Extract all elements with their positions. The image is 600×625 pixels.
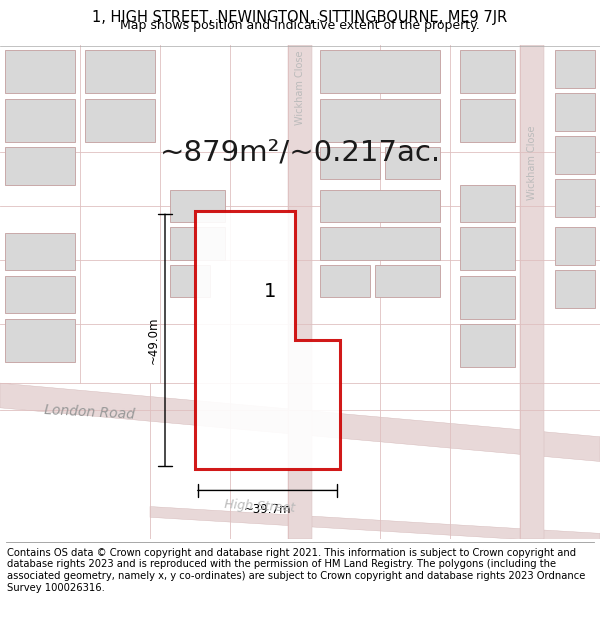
Text: 1, HIGH STREET, NEWINGTON, SITTINGBOURNE, ME9 7JR: 1, HIGH STREET, NEWINGTON, SITTINGBOURNE… bbox=[92, 10, 508, 25]
Text: Map shows position and indicative extent of the property.: Map shows position and indicative extent… bbox=[120, 19, 480, 32]
Text: Wickham Close: Wickham Close bbox=[295, 51, 305, 125]
Polygon shape bbox=[520, 45, 544, 539]
Polygon shape bbox=[150, 506, 600, 544]
Polygon shape bbox=[460, 51, 515, 93]
Polygon shape bbox=[460, 276, 515, 319]
Polygon shape bbox=[288, 45, 312, 539]
Text: Wickham Close: Wickham Close bbox=[527, 126, 537, 201]
Polygon shape bbox=[555, 51, 595, 88]
Polygon shape bbox=[555, 93, 595, 131]
Polygon shape bbox=[555, 179, 595, 217]
Polygon shape bbox=[5, 276, 75, 313]
Polygon shape bbox=[170, 228, 225, 259]
Polygon shape bbox=[555, 228, 595, 265]
Text: ~49.0m: ~49.0m bbox=[147, 316, 160, 364]
Polygon shape bbox=[85, 51, 155, 93]
Polygon shape bbox=[555, 271, 595, 308]
Text: ~39.7m: ~39.7m bbox=[244, 503, 291, 516]
Polygon shape bbox=[555, 136, 595, 174]
Polygon shape bbox=[320, 51, 440, 93]
Polygon shape bbox=[85, 99, 155, 142]
Polygon shape bbox=[5, 147, 75, 184]
Text: ~879m²/~0.217ac.: ~879m²/~0.217ac. bbox=[160, 138, 440, 166]
Text: Contains OS data © Crown copyright and database right 2021. This information is : Contains OS data © Crown copyright and d… bbox=[7, 548, 586, 592]
Polygon shape bbox=[5, 319, 75, 362]
Text: London Road: London Road bbox=[44, 402, 136, 421]
Polygon shape bbox=[460, 99, 515, 142]
Text: 1: 1 bbox=[264, 282, 276, 301]
Polygon shape bbox=[320, 99, 440, 142]
Polygon shape bbox=[320, 228, 440, 259]
Polygon shape bbox=[0, 383, 600, 461]
Polygon shape bbox=[375, 265, 440, 298]
Text: High Street: High Street bbox=[224, 498, 296, 515]
Polygon shape bbox=[320, 147, 380, 179]
Polygon shape bbox=[170, 190, 225, 222]
Polygon shape bbox=[320, 265, 370, 298]
Polygon shape bbox=[195, 211, 340, 469]
Polygon shape bbox=[460, 184, 515, 222]
Polygon shape bbox=[460, 228, 515, 271]
Polygon shape bbox=[460, 324, 515, 367]
Polygon shape bbox=[5, 99, 75, 142]
Polygon shape bbox=[320, 190, 440, 222]
Polygon shape bbox=[5, 51, 75, 93]
Polygon shape bbox=[170, 265, 210, 298]
Polygon shape bbox=[5, 233, 75, 271]
Polygon shape bbox=[385, 147, 440, 179]
